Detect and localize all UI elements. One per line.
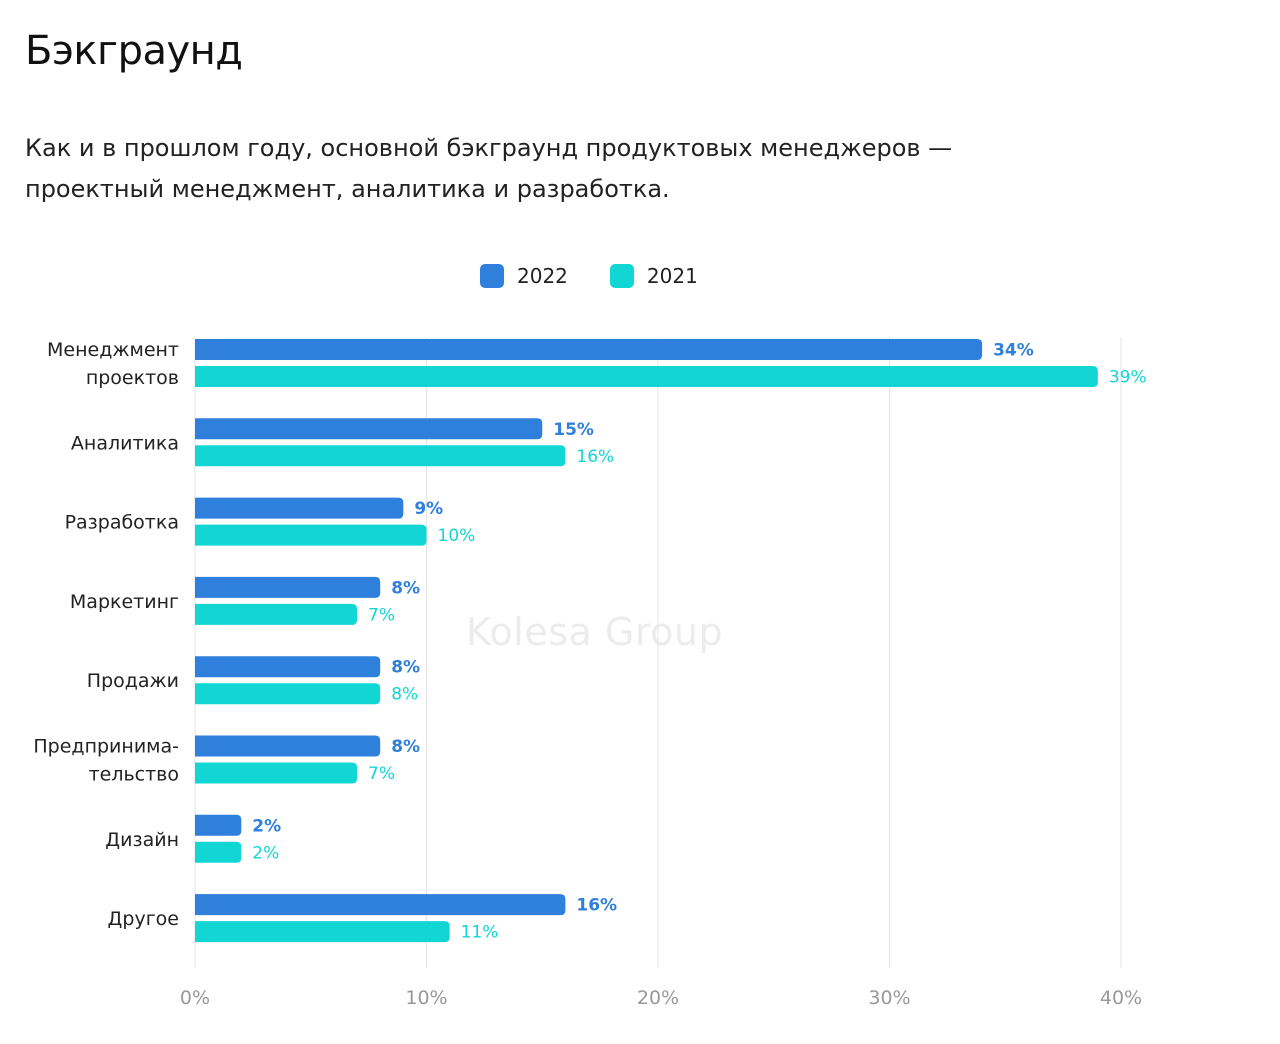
watermark: Kolesa Group bbox=[466, 610, 724, 654]
data-label-2022: 16% bbox=[576, 896, 617, 916]
category-label: Аналитика bbox=[71, 432, 179, 454]
bar-2021 bbox=[195, 524, 427, 546]
data-label-2021: 7% bbox=[368, 764, 395, 784]
bar-2022 bbox=[195, 656, 381, 678]
bar-2021 bbox=[195, 603, 358, 625]
data-label-2021: 39% bbox=[1109, 368, 1147, 388]
x-tick-label: 30% bbox=[868, 987, 910, 1009]
category-label: проектов bbox=[86, 367, 179, 389]
legend-swatch-2022 bbox=[480, 264, 504, 288]
data-label-2021: 7% bbox=[368, 605, 395, 625]
category-label: Продажи bbox=[87, 670, 179, 692]
bar-2022 bbox=[195, 497, 404, 519]
data-label-2022: 8% bbox=[391, 737, 420, 757]
bar-2022 bbox=[195, 894, 566, 916]
data-label-2022: 9% bbox=[414, 499, 443, 519]
x-tick-label: 0% bbox=[180, 987, 210, 1009]
data-label-2021: 8% bbox=[391, 685, 418, 705]
bar-2022 bbox=[195, 814, 242, 836]
legend-swatch-2021 bbox=[609, 264, 634, 288]
bar-2021 bbox=[195, 762, 358, 784]
data-label-2022: 15% bbox=[553, 420, 594, 440]
legend-label-2022: 2022 bbox=[517, 264, 568, 288]
bar-2021 bbox=[195, 921, 450, 943]
page-subtitle: Как и в прошлом году, основной бэкграунд… bbox=[25, 134, 953, 203]
page-title: Бэкграунд bbox=[25, 28, 243, 74]
category-label: тельство bbox=[89, 764, 179, 786]
chart-legend: 2022 2021 bbox=[480, 264, 698, 288]
category-label: Дизайн bbox=[105, 829, 179, 851]
bar-2021 bbox=[195, 366, 1098, 387]
legend-item-2022: 2022 bbox=[480, 264, 568, 288]
bar-2022 bbox=[195, 735, 381, 757]
category-label: Другое bbox=[108, 908, 179, 930]
data-label-2021: 2% bbox=[252, 843, 279, 863]
bar-2022 bbox=[195, 418, 543, 440]
data-label-2022: 8% bbox=[391, 578, 420, 598]
category-label: Менеджмент bbox=[47, 339, 179, 361]
x-tick-label: 40% bbox=[1100, 987, 1142, 1009]
bar-2021 bbox=[195, 683, 381, 705]
bar-2021 bbox=[195, 445, 566, 467]
data-label-2022: 8% bbox=[391, 658, 420, 678]
data-label-2021: 10% bbox=[438, 526, 476, 546]
bar-2022 bbox=[195, 576, 381, 598]
category-label: Разработка bbox=[65, 512, 179, 534]
bar-2021 bbox=[195, 841, 242, 863]
category-label: Маркетинг bbox=[70, 591, 179, 613]
bar-2022 bbox=[195, 339, 983, 360]
x-tick-label: 10% bbox=[405, 987, 447, 1009]
legend-item-2021: 2021 bbox=[609, 264, 698, 288]
data-label-2022: 34% bbox=[993, 341, 1034, 361]
x-tick-label: 20% bbox=[637, 987, 679, 1009]
data-label-2022: 2% bbox=[252, 816, 281, 836]
category-label: Предпринима- bbox=[33, 736, 179, 758]
data-label-2021: 11% bbox=[461, 923, 499, 943]
data-label-2021: 16% bbox=[576, 447, 614, 467]
legend-label-2021: 2021 bbox=[646, 264, 698, 288]
